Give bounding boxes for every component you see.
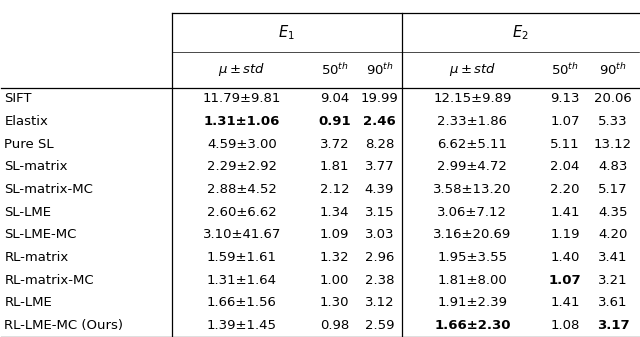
Text: Pure SL: Pure SL	[4, 138, 54, 151]
Text: 9.13: 9.13	[550, 92, 580, 105]
Text: 2.33±1.86: 2.33±1.86	[437, 115, 508, 128]
Text: 6.62±5.11: 6.62±5.11	[437, 138, 508, 151]
Text: 0.91: 0.91	[319, 115, 351, 128]
Text: 5.33: 5.33	[598, 115, 628, 128]
Text: 5.11: 5.11	[550, 138, 580, 151]
Text: 8.28: 8.28	[365, 138, 394, 151]
Text: 20.06: 20.06	[595, 92, 632, 105]
Text: 1.00: 1.00	[320, 274, 349, 287]
Text: $E_2$: $E_2$	[512, 24, 529, 42]
Text: 2.12: 2.12	[320, 183, 349, 196]
Text: 1.08: 1.08	[550, 319, 580, 332]
Text: 3.72: 3.72	[320, 138, 349, 151]
Text: 1.95±3.55: 1.95±3.55	[437, 251, 508, 264]
Text: RL-LME-MC (Ours): RL-LME-MC (Ours)	[4, 319, 124, 332]
Text: 2.88±4.52: 2.88±4.52	[207, 183, 277, 196]
Text: SL-matrix: SL-matrix	[4, 160, 68, 174]
Text: 1.39±1.45: 1.39±1.45	[207, 319, 277, 332]
Text: 1.07: 1.07	[550, 115, 580, 128]
Text: 3.15: 3.15	[365, 206, 394, 219]
Text: 2.96: 2.96	[365, 251, 394, 264]
Text: 3.16±20.69: 3.16±20.69	[433, 228, 511, 242]
Text: 2.04: 2.04	[550, 160, 580, 174]
Text: 2.59: 2.59	[365, 319, 394, 332]
Text: $90^{th}$: $90^{th}$	[599, 62, 627, 78]
Text: 3.61: 3.61	[598, 297, 628, 309]
Text: 1.81±8.00: 1.81±8.00	[438, 274, 507, 287]
Text: RL-LME: RL-LME	[4, 297, 52, 309]
Text: $50^{th}$: $50^{th}$	[551, 62, 579, 78]
Text: 0.98: 0.98	[320, 319, 349, 332]
Text: 1.59±1.61: 1.59±1.61	[207, 251, 277, 264]
Text: $E_1$: $E_1$	[278, 24, 295, 42]
Text: 1.81: 1.81	[320, 160, 349, 174]
Text: 1.91±2.39: 1.91±2.39	[437, 297, 508, 309]
Text: 1.31±1.06: 1.31±1.06	[204, 115, 280, 128]
Text: 1.31±1.64: 1.31±1.64	[207, 274, 277, 287]
Text: 1.34: 1.34	[320, 206, 349, 219]
Text: 2.60±6.62: 2.60±6.62	[207, 206, 276, 219]
Text: 1.19: 1.19	[550, 228, 580, 242]
Text: $90^{th}$: $90^{th}$	[365, 62, 394, 78]
Text: 3.06±7.12: 3.06±7.12	[437, 206, 508, 219]
Text: 2.29±2.92: 2.29±2.92	[207, 160, 277, 174]
Text: SL-matrix-MC: SL-matrix-MC	[4, 183, 93, 196]
Text: SIFT: SIFT	[4, 92, 32, 105]
Text: 1.32: 1.32	[320, 251, 349, 264]
Text: 2.99±4.72: 2.99±4.72	[437, 160, 508, 174]
Text: 4.20: 4.20	[598, 228, 628, 242]
Text: $\mu \pm std$: $\mu \pm std$	[218, 61, 266, 79]
Text: 2.38: 2.38	[365, 274, 394, 287]
Text: 2.20: 2.20	[550, 183, 580, 196]
Text: 1.07: 1.07	[549, 274, 581, 287]
Text: 3.21: 3.21	[598, 274, 628, 287]
Text: 4.83: 4.83	[598, 160, 628, 174]
Text: $50^{th}$: $50^{th}$	[321, 62, 349, 78]
Text: SL-LME-MC: SL-LME-MC	[4, 228, 77, 242]
Text: 1.66±1.56: 1.66±1.56	[207, 297, 277, 309]
Text: 3.17: 3.17	[597, 319, 629, 332]
Text: SL-LME: SL-LME	[4, 206, 51, 219]
Text: 9.04: 9.04	[320, 92, 349, 105]
Text: 2.46: 2.46	[363, 115, 396, 128]
Text: $\mu \pm std$: $\mu \pm std$	[449, 61, 496, 79]
Text: 4.35: 4.35	[598, 206, 628, 219]
Text: 3.77: 3.77	[365, 160, 394, 174]
Text: 1.09: 1.09	[320, 228, 349, 242]
Text: 13.12: 13.12	[594, 138, 632, 151]
Text: RL-matrix: RL-matrix	[4, 251, 68, 264]
Text: 12.15±9.89: 12.15±9.89	[433, 92, 511, 105]
Text: 19.99: 19.99	[361, 92, 398, 105]
Text: 3.41: 3.41	[598, 251, 628, 264]
Text: 1.30: 1.30	[320, 297, 349, 309]
Text: RL-matrix-MC: RL-matrix-MC	[4, 274, 94, 287]
Text: 4.39: 4.39	[365, 183, 394, 196]
Text: 1.41: 1.41	[550, 206, 580, 219]
Text: 1.40: 1.40	[550, 251, 580, 264]
Text: 3.10±41.67: 3.10±41.67	[203, 228, 281, 242]
Text: 5.17: 5.17	[598, 183, 628, 196]
Text: 1.66±2.30: 1.66±2.30	[434, 319, 511, 332]
Text: 3.03: 3.03	[365, 228, 394, 242]
Text: 1.41: 1.41	[550, 297, 580, 309]
Text: Elastix: Elastix	[4, 115, 49, 128]
Text: 4.59±3.00: 4.59±3.00	[207, 138, 276, 151]
Text: 3.12: 3.12	[365, 297, 394, 309]
Text: 3.58±13.20: 3.58±13.20	[433, 183, 511, 196]
Text: 11.79±9.81: 11.79±9.81	[203, 92, 281, 105]
